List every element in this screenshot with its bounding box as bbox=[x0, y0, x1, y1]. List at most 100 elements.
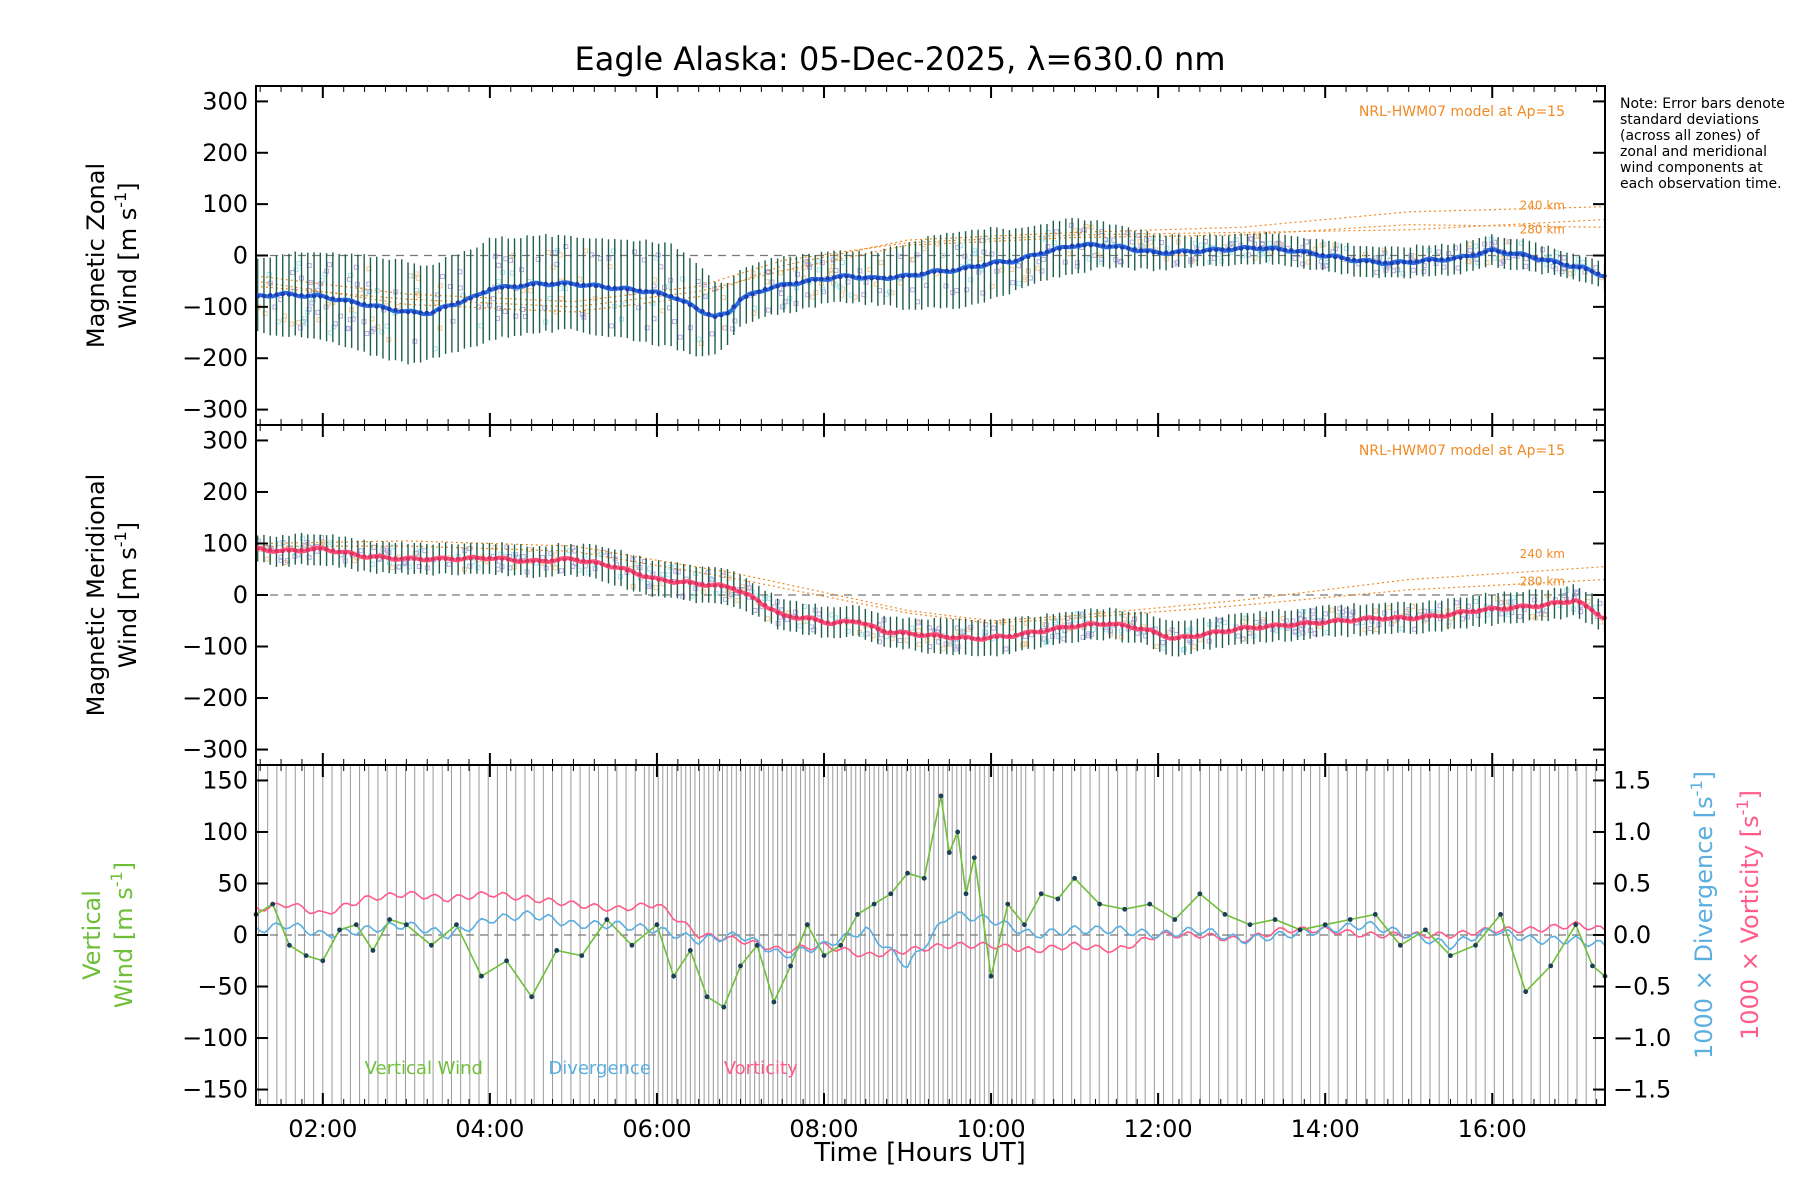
zone-sample-point bbox=[555, 247, 561, 253]
zone-sample-point bbox=[401, 561, 407, 567]
mean-wind-point bbox=[1069, 624, 1075, 629]
vertical-wind-point bbox=[871, 901, 877, 907]
zone-sample-point bbox=[964, 287, 970, 293]
zone-sample-point bbox=[1574, 589, 1580, 595]
vertical-wind-point bbox=[1322, 922, 1328, 928]
mean-wind-point bbox=[562, 557, 567, 562]
mean-wind-point bbox=[875, 276, 881, 281]
model-alt-label-280: 280 km bbox=[1520, 223, 1565, 237]
mean-wind-point bbox=[957, 635, 962, 640]
zone-sample-point bbox=[496, 279, 502, 285]
mean-wind-point bbox=[618, 566, 624, 571]
mean-wind-point bbox=[1239, 626, 1244, 631]
mean-wind-point bbox=[925, 633, 931, 638]
zone-sample-point bbox=[1400, 270, 1406, 276]
mean-wind-point bbox=[1082, 622, 1087, 628]
zone-sample-point bbox=[315, 309, 321, 315]
zone-sample-point bbox=[1267, 240, 1273, 246]
zone-sample-point bbox=[1421, 263, 1427, 269]
mean-wind-point bbox=[274, 292, 279, 297]
mean-wind-point bbox=[474, 293, 480, 298]
mean-wind-point bbox=[1145, 249, 1150, 254]
y-label-line2: Wind [m s-1] bbox=[111, 182, 142, 328]
model-curve bbox=[255, 224, 1606, 308]
zone-sample-point bbox=[1598, 619, 1604, 625]
zone-sample-point bbox=[1312, 246, 1318, 252]
zone-sample-point bbox=[910, 287, 916, 293]
mean-wind-point bbox=[662, 292, 668, 297]
mean-wind-point bbox=[474, 556, 480, 561]
zone-sample-point bbox=[547, 295, 553, 301]
vertical-wind-point bbox=[1473, 942, 1478, 948]
zone-sample-point bbox=[1015, 263, 1021, 269]
zone-sample-point bbox=[735, 597, 741, 603]
zone-sample-point bbox=[1454, 600, 1460, 606]
mean-wind-point bbox=[1220, 629, 1225, 634]
mean-wind-point bbox=[274, 548, 279, 553]
mean-wind-point bbox=[562, 281, 567, 286]
mean-wind-point bbox=[769, 606, 774, 612]
zone-sample-point bbox=[1529, 613, 1535, 619]
mean-wind-point bbox=[1508, 250, 1513, 256]
mean-wind-point bbox=[744, 294, 749, 299]
mean-wind-point bbox=[581, 282, 586, 287]
mean-wind-point bbox=[311, 546, 317, 552]
zone-sample-point bbox=[878, 260, 884, 266]
zone-sample-point bbox=[1118, 611, 1124, 617]
zone-sample-point bbox=[1350, 609, 1356, 615]
mean-wind-point bbox=[430, 310, 436, 315]
vertical-wind-point bbox=[479, 973, 484, 979]
zone-sample-point bbox=[1554, 250, 1560, 256]
y-tick-label: 50 bbox=[217, 869, 248, 897]
zone-sample-point bbox=[730, 326, 736, 332]
zone-sample-point bbox=[807, 264, 813, 270]
vertical-wind-point bbox=[855, 911, 860, 917]
mean-wind-point bbox=[1495, 606, 1501, 611]
mean-wind-point bbox=[1188, 249, 1194, 254]
vertical-wind-point bbox=[654, 922, 660, 928]
vertical-wind-point bbox=[370, 948, 376, 953]
vertical-wind-point bbox=[1448, 953, 1453, 959]
mean-wind-point bbox=[775, 284, 780, 289]
zone-sample-point bbox=[351, 558, 357, 564]
mean-wind-point bbox=[850, 274, 856, 279]
mean-wind-point bbox=[1113, 244, 1119, 250]
vertical-wind-point bbox=[1038, 891, 1044, 897]
mean-wind-point bbox=[1483, 249, 1488, 255]
mean-wind-point bbox=[499, 556, 505, 562]
zone-sample-point bbox=[1216, 252, 1222, 258]
y2-tick-label: −1.0 bbox=[1613, 1024, 1671, 1052]
mean-wind-point bbox=[1370, 616, 1375, 621]
mean-wind-point bbox=[1295, 249, 1300, 254]
mean-wind-point bbox=[888, 629, 893, 635]
mean-wind-point bbox=[549, 281, 555, 286]
mean-wind-point bbox=[324, 295, 329, 300]
mean-wind-point bbox=[694, 305, 699, 311]
mean-wind-point bbox=[487, 286, 492, 292]
zone-sample-point bbox=[1410, 267, 1416, 273]
vertical-wind-point bbox=[938, 793, 944, 799]
zone-sample-point bbox=[296, 320, 302, 326]
y-tick-label: 100 bbox=[202, 529, 248, 557]
zone-sample-point bbox=[434, 300, 440, 306]
zone-sample-point bbox=[586, 570, 592, 576]
model-alt-label-280: 280 km bbox=[1520, 575, 1565, 589]
mean-wind-point bbox=[1439, 257, 1444, 262]
mean-wind-point bbox=[1076, 243, 1081, 248]
mean-wind-point bbox=[919, 271, 924, 276]
mean-wind-point bbox=[662, 578, 668, 583]
zone-sample-point bbox=[1051, 240, 1057, 246]
mean-wind-point bbox=[424, 310, 430, 316]
zone-sample-point bbox=[915, 620, 921, 626]
zone-sample-point bbox=[1455, 265, 1461, 271]
mean-wind-point bbox=[606, 285, 611, 290]
vertical-wind-point bbox=[988, 973, 994, 979]
zone-sample-point bbox=[478, 323, 484, 329]
y2-tick-label: 1.0 bbox=[1613, 818, 1651, 846]
mean-wind-point bbox=[1163, 633, 1169, 639]
vertical-wind-point bbox=[704, 994, 710, 1000]
zone-sample-point bbox=[1055, 634, 1061, 640]
mean-wind-point bbox=[950, 268, 956, 273]
zone-sample-point bbox=[968, 624, 974, 630]
mean-wind-point bbox=[549, 558, 555, 563]
